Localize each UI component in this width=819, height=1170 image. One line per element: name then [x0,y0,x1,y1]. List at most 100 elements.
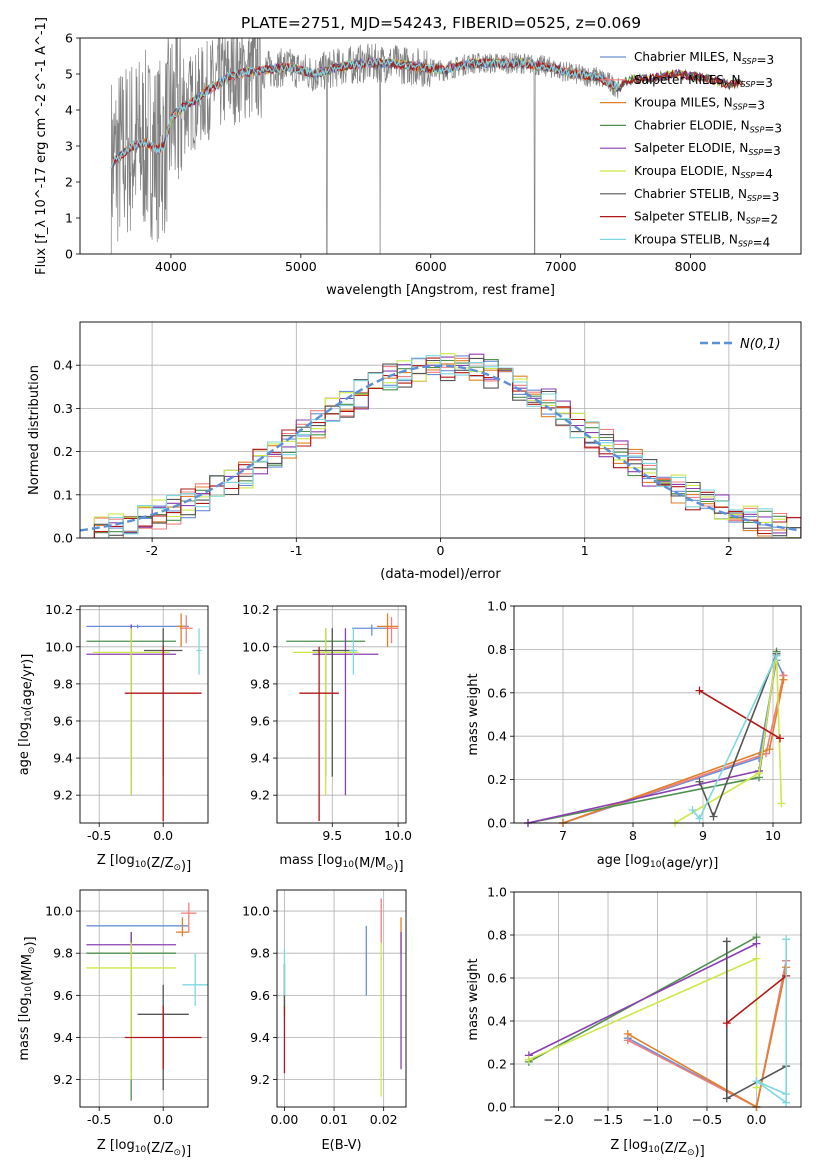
y-axis-label: mass weight [466,958,481,1040]
mass-weight-line [756,939,787,1105]
x-tick-label: 0.01 [320,1112,348,1127]
x-axis-label: Z [log10(Z/Z⊙)] [97,853,191,874]
y-axis-label: Flux [f_λ 10^-17 erg cm^-2 s^-1 A^-1] [34,17,49,275]
y-tick-label: 9.2 [53,1072,73,1087]
y-tick-label: 0.0 [53,531,73,546]
x-axis-label: (data-model)/error [380,567,501,582]
x-tick-label: −0.5 [692,1112,722,1127]
y-tick-label: 9.8 [250,946,270,961]
gaussian-curve [80,364,801,532]
axes-frame [276,605,407,824]
y-tick-label: 0.6 [487,971,507,986]
x-tick-label: -2 [146,543,158,558]
data-point [524,1055,533,1064]
x-tick-label: 1 [581,543,589,558]
x-tick-label: -0.5 [87,1112,111,1127]
legend-entry: N(0,1) [740,337,781,352]
y-tick-label: 10.0 [45,904,73,919]
data-point [752,954,761,963]
y-tick-label: 9.4 [53,1030,73,1045]
x-tick-label: 2 [725,543,733,558]
y-tick-label: 1.0 [487,885,507,900]
x-axis-label: mass [log10(M/M⊙)] [279,853,403,874]
y-tick-label: 10.2 [45,602,73,617]
mass-weight-line [528,942,757,1057]
legend-entry: Salpeter MILES, NSSP=3 [634,73,773,90]
x-tick-label: −1.5 [593,1112,623,1127]
mass-weight-vs-metallicity-panel: −2.0 −1.5 −1.0 −0.5 0.0 0.0 0.2 0.4 0.6 0.8 1.0 Z [… [466,885,802,1159]
axes-frame [79,605,209,824]
x-tick-label: 0.0 [153,828,173,843]
y-tick-label: 0.3 [53,401,73,416]
x-tick-label: 8000 [675,259,707,274]
data-point [772,651,781,660]
mass-weight-line [527,651,778,823]
legend-entry: Chabrier MILES, NSSP=3 [634,50,774,67]
y-tick-label: 9.6 [250,713,270,728]
y-tick-label: 0.4 [487,729,507,744]
data-point [752,939,761,948]
y-tick-label: 3 [65,139,73,154]
legend-entry: Salpeter ELODIE, NSSP=3 [634,141,781,158]
data-point [695,814,704,823]
mass-weight-vs-age-panel: 7 8 9 10 0.0 0.2 0.4 0.6 0.8 1.0 age [log10(age/yr… [466,599,802,871]
mass-vs-metallicity-panel: -0.5 0.0 9.2 9.4 9.6 9.8 10.0 Z [log10(Z/Z⊙)] ma… [17,889,209,1159]
y-tick-label: 6 [65,31,73,46]
data-point [752,1077,761,1086]
y-tick-label: 10.0 [45,639,73,654]
x-tick-label: 0.0 [153,1112,173,1127]
y-tick-label: 0.1 [53,487,73,502]
y-tick-label: 9.6 [53,988,73,1003]
y-tick-label: 0 [65,247,73,262]
x-axis-label: E(B-V) [321,1138,361,1153]
x-tick-label: 9.5 [322,828,342,843]
y-tick-label: 9.4 [250,1030,270,1045]
x-axis-label: Z [log10(Z/Z⊙)] [97,1138,191,1159]
y-tick-label: 9.8 [250,676,270,691]
residual-histogram-panel: -2 -1 0 1 2 0.0 0.1 0.2 0.3 0.4 (data-model)/error… [27,321,802,582]
data-point [779,675,788,684]
y-tick-label: 9.4 [53,751,73,766]
axes-frame [513,605,802,824]
y-tick-label: 9.2 [250,1072,270,1087]
mass-weight-line [726,975,787,1024]
y-tick-label: 9.2 [53,788,73,803]
y-axis-label: age [log10(age/yr)] [17,654,35,776]
mass-weight-line [562,679,785,823]
y-axis-label: mass [log10(M/M⊙)] [17,936,38,1060]
legend: Chabrier MILES, NSSP=3 Salpeter MILES, NS… [600,50,782,249]
data-point [755,769,763,778]
x-axis-label: Z [log10(Z/Z⊙)] [610,1138,704,1159]
x-tick-label: −2.0 [543,1112,573,1127]
y-tick-label: 9.6 [53,713,73,728]
legend-entry: Kroupa ELODIE, NSSP=4 [634,164,773,181]
x-tick-label: 10 [765,828,781,843]
mass-weight-line [627,960,787,1107]
y-tick-label: 5 [65,67,73,82]
data-point [722,1094,731,1103]
axes-frame [513,891,802,1108]
y-tick-label: 9.8 [53,946,73,961]
y-tick-label: 10.0 [242,904,270,919]
y-tick-label: 0.4 [53,358,73,373]
age-vs-mass-panel: 9.5 10.0 9.2 9.4 9.6 9.8 10.0 10.2 mass [log10(M… [242,602,412,874]
y-tick-label: 0.4 [487,1014,507,1029]
data-point [695,686,704,695]
y-tick-label: 0.2 [487,772,507,787]
y-tick-label: 1 [65,211,73,226]
histogram-step [80,355,801,538]
x-tick-label: 5000 [285,259,317,274]
mass-weight-line [699,689,781,740]
x-tick-label: 0.0 [747,1112,767,1127]
y-tick-label: 2 [65,175,73,190]
legend-entry: Kroupa STELIB, NSSP=4 [634,232,770,249]
axes-frame [79,321,802,539]
mass-weight-line [562,675,785,823]
x-tick-label: 9 [699,828,707,843]
data-point [722,937,731,946]
y-axis-label: Normed distribution [27,365,42,495]
legend-entry: Kroupa MILES, NSSP=3 [634,96,765,113]
x-axis-label: wavelength [Angstrom, rest frame] [326,283,555,298]
x-tick-label: 0.00 [271,1112,299,1127]
age-vs-metallicity-panel: -0.5 0.0 9.2 9.4 9.6 9.8 10.0 10.2 Z [log10(Z/Z⊙… [17,602,209,874]
